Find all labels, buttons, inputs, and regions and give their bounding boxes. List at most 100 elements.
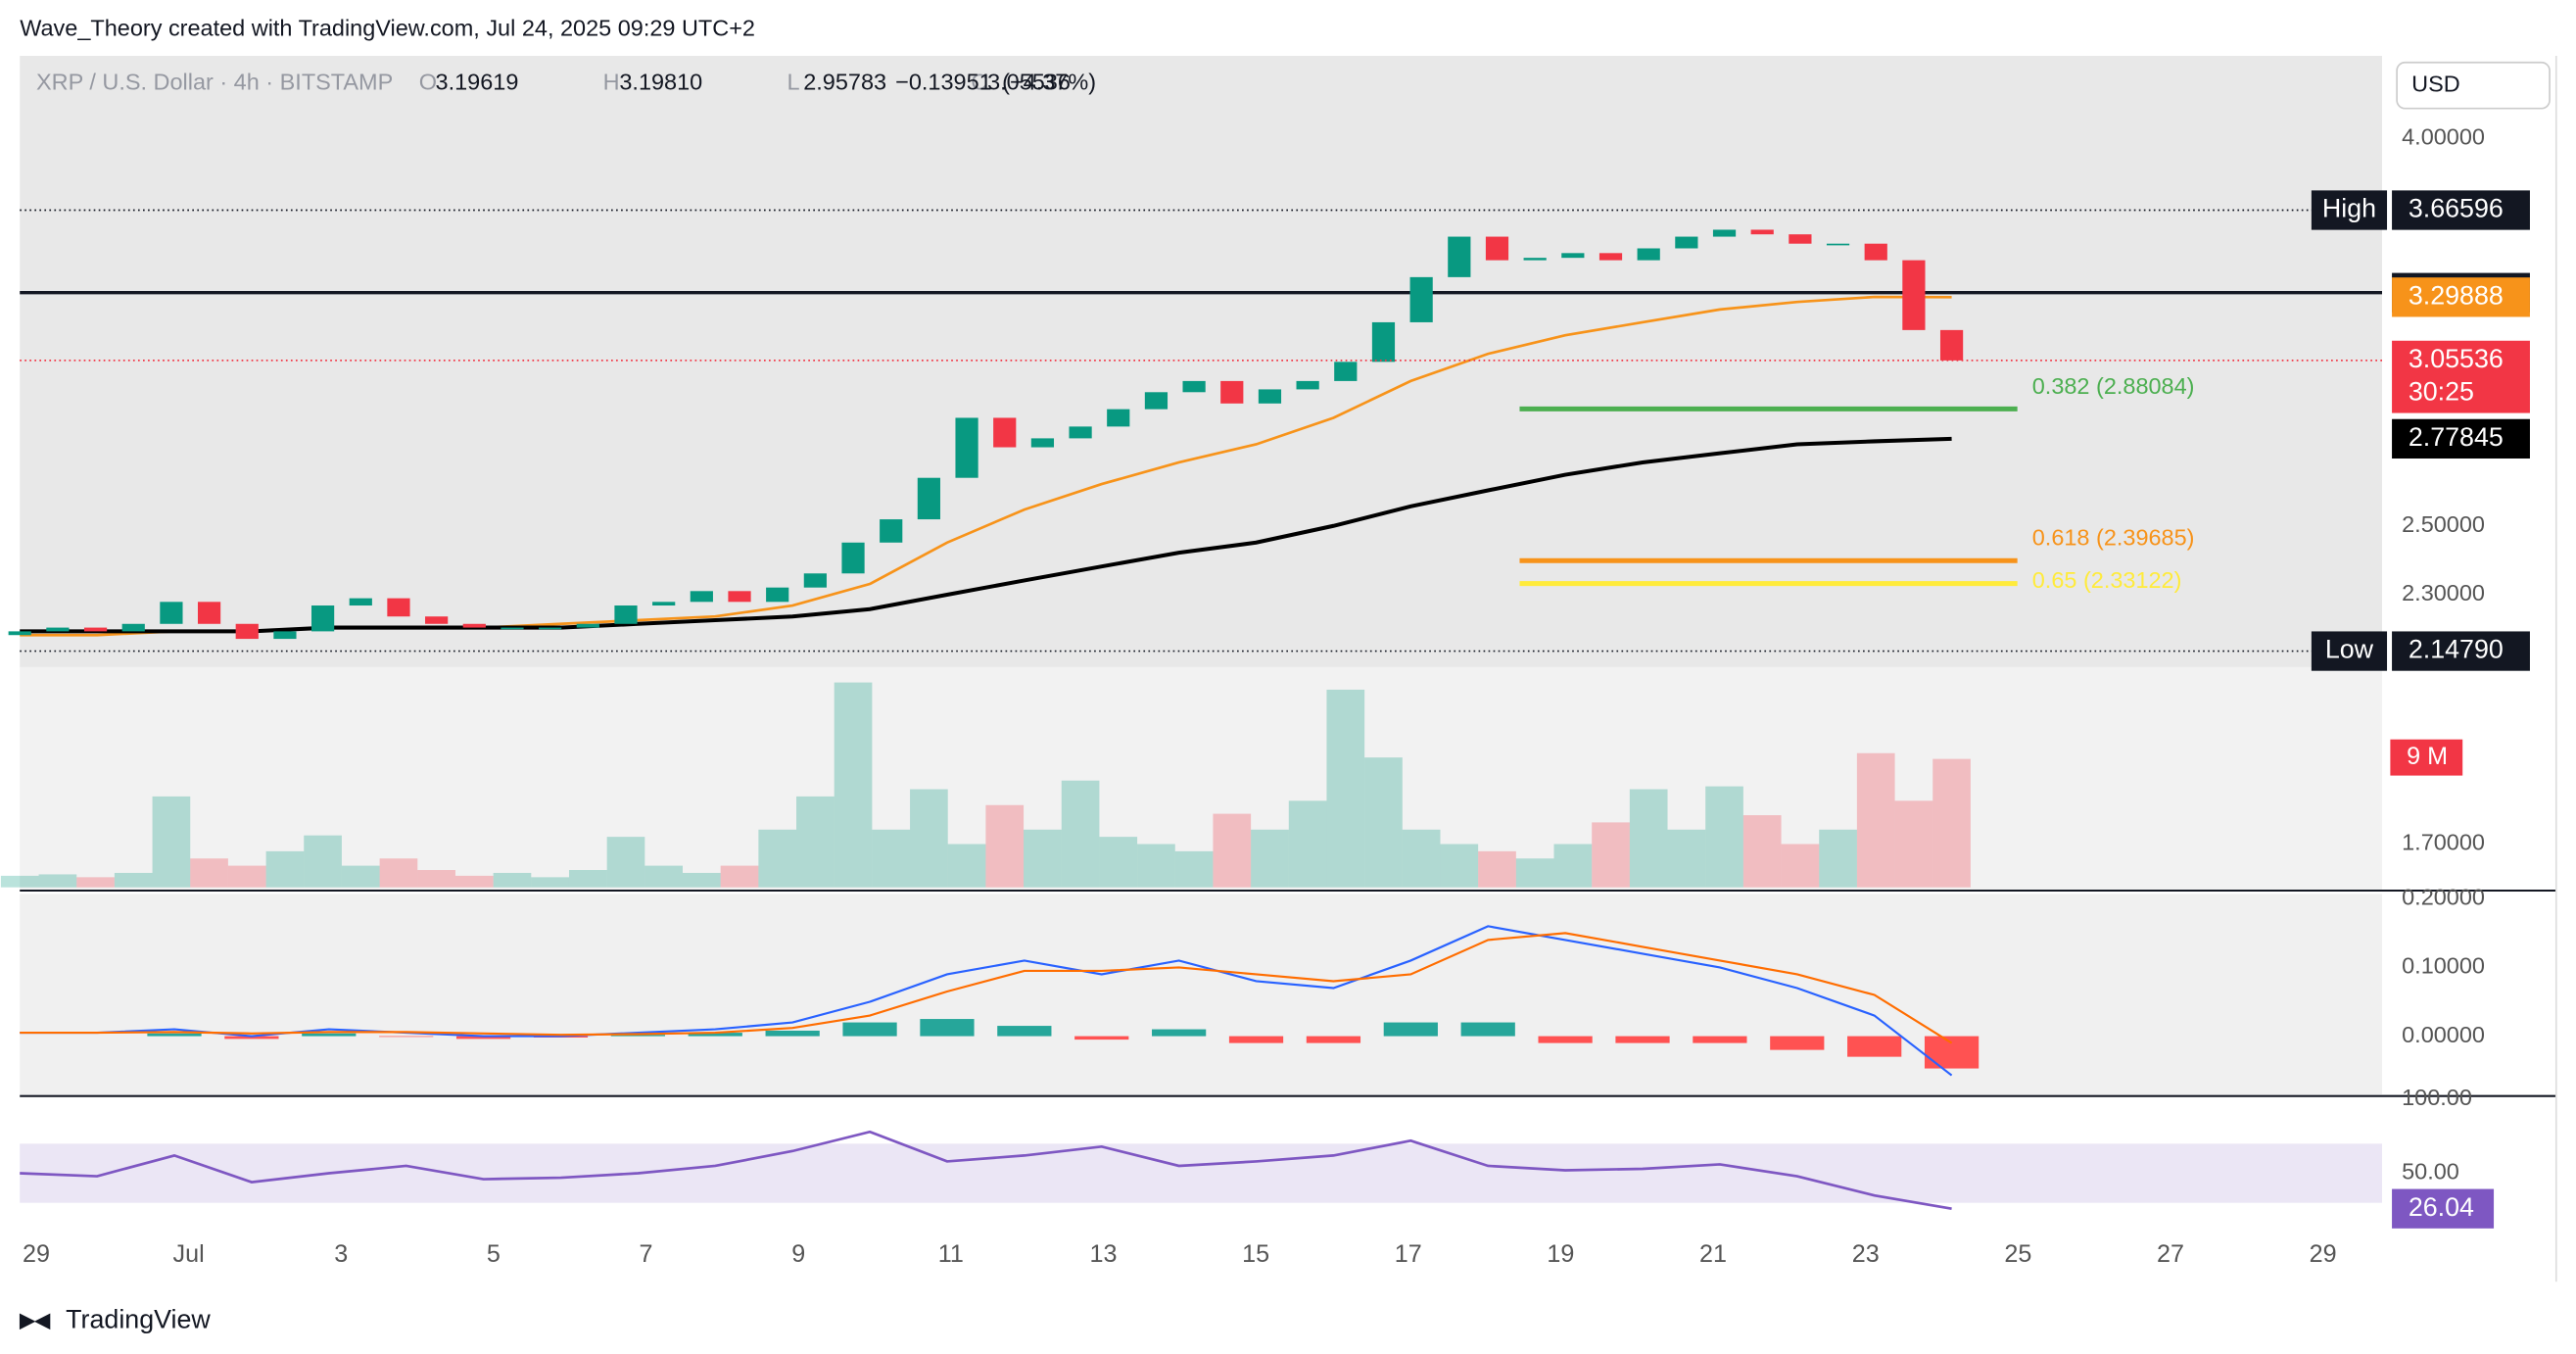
volume-bar <box>606 837 645 888</box>
macd-tick: 0.00000 <box>2402 1022 2485 1047</box>
candle <box>1523 258 1547 261</box>
volume-bar <box>265 850 305 888</box>
candle <box>1220 380 1244 404</box>
candle <box>1902 260 1926 330</box>
candle <box>1371 321 1396 363</box>
currency[interactable]: USD <box>2411 71 2460 96</box>
x-tick-label: 11 <box>938 1240 964 1268</box>
macd-hist <box>147 1033 202 1037</box>
candle <box>1485 236 1509 261</box>
volume-bar <box>1478 850 1516 888</box>
volume-bar <box>1364 757 1403 888</box>
candle <box>1561 253 1585 259</box>
candle <box>160 602 183 624</box>
macd-hist <box>1460 1022 1515 1037</box>
rsi-band <box>20 1143 2383 1203</box>
last-price: 3.05536 <box>2409 344 2504 373</box>
volume-bar <box>644 865 684 888</box>
macd-hist <box>1847 1036 1902 1057</box>
candle <box>501 627 524 630</box>
macd-hist <box>610 1035 665 1037</box>
macd-hist <box>1383 1022 1438 1037</box>
volume-bar <box>417 870 455 888</box>
x-tick-label: 25 <box>2004 1240 2031 1268</box>
rsi-value-bg <box>2392 1188 2495 1229</box>
volume-bar <box>1061 780 1100 888</box>
macd-tick: 0.20000 <box>2402 885 2485 910</box>
currency-button[interactable] <box>2396 61 2551 110</box>
ohlc-key: O <box>419 70 437 95</box>
candle <box>1637 248 1660 261</box>
fib-label: 0.618 (2.39685) <box>2032 525 2195 551</box>
y-tick-label: 2.30000 <box>2402 580 2485 605</box>
ohlc-value: 2.95783 <box>803 70 886 95</box>
macd-hist <box>224 1036 279 1040</box>
candle <box>1107 409 1130 427</box>
volume-bar <box>0 875 39 888</box>
macd-pane-bg <box>20 894 2383 1095</box>
x-tick-label: 19 <box>1547 1240 1574 1268</box>
volume-bar <box>454 875 494 888</box>
change: −0.13951 <box>895 70 992 95</box>
macd-hist <box>1074 1036 1129 1040</box>
candle <box>993 417 1017 448</box>
rsi-tick: 50.00 <box>2402 1159 2459 1185</box>
volume-bar <box>1402 829 1441 888</box>
candle <box>1750 229 1774 235</box>
credit: Wave_Theory created with TradingView.com… <box>20 15 755 40</box>
candle <box>690 591 713 603</box>
x-tick-label: 5 <box>487 1240 501 1268</box>
level-value: 3.66596 <box>2409 194 2504 223</box>
macd-hist <box>379 1036 434 1038</box>
volume-tick: 9 M <box>2407 743 2448 770</box>
brand: TradingView <box>66 1305 211 1334</box>
candle <box>917 477 940 520</box>
candle <box>1826 243 1850 246</box>
ohlc-key: H <box>603 70 620 95</box>
volume-pane-bg <box>20 666 2383 892</box>
level-name: Low <box>2325 635 2374 664</box>
candle <box>273 631 297 640</box>
candle <box>1182 380 1206 393</box>
volume-bar <box>1213 813 1252 888</box>
macd-hist <box>302 1033 357 1037</box>
volume-bar <box>872 829 911 888</box>
candle <box>880 519 903 543</box>
volume-bar <box>1894 800 1933 888</box>
candle <box>8 631 31 636</box>
macd-hist <box>688 1033 742 1037</box>
candle <box>1598 253 1623 261</box>
volume-bar <box>1174 850 1214 888</box>
candle <box>197 602 221 624</box>
volume-bar <box>910 789 948 888</box>
volume-bar <box>227 865 266 888</box>
candle <box>1939 329 1964 361</box>
macd-hist <box>842 1022 897 1037</box>
volume-bar <box>1819 829 1857 888</box>
volume-bar <box>1440 844 1479 888</box>
volume-bar <box>1099 837 1138 888</box>
x-tick-label: 3 <box>334 1240 348 1268</box>
level-name-bg <box>2311 190 2388 230</box>
ohlc-value: 3.19810 <box>619 70 702 95</box>
level-name-bg <box>2311 631 2388 671</box>
macd-hist <box>920 1019 975 1037</box>
candle <box>1144 392 1169 410</box>
x-tick-label: 7 <box>640 1240 653 1268</box>
macd-hist <box>1693 1036 1747 1043</box>
fib-label: 0.65 (2.33122) <box>2032 567 2182 593</box>
fib-label: 0.382 (2.88084) <box>2032 373 2195 399</box>
rsi-line <box>20 1130 1952 1211</box>
candle <box>1448 236 1471 277</box>
y-tick-label: 4.00000 <box>2402 123 2485 149</box>
volume-bar <box>796 796 835 888</box>
volume-bar <box>531 877 569 888</box>
volume-bar <box>1553 844 1593 888</box>
candle <box>387 598 410 617</box>
volume-bar <box>1629 789 1668 888</box>
macd-hist <box>1228 1036 1284 1043</box>
volume-bar <box>341 865 380 888</box>
ma-value: 3.29888 <box>2409 280 2504 310</box>
volume-bar <box>1592 822 1630 888</box>
candle <box>1409 276 1433 322</box>
